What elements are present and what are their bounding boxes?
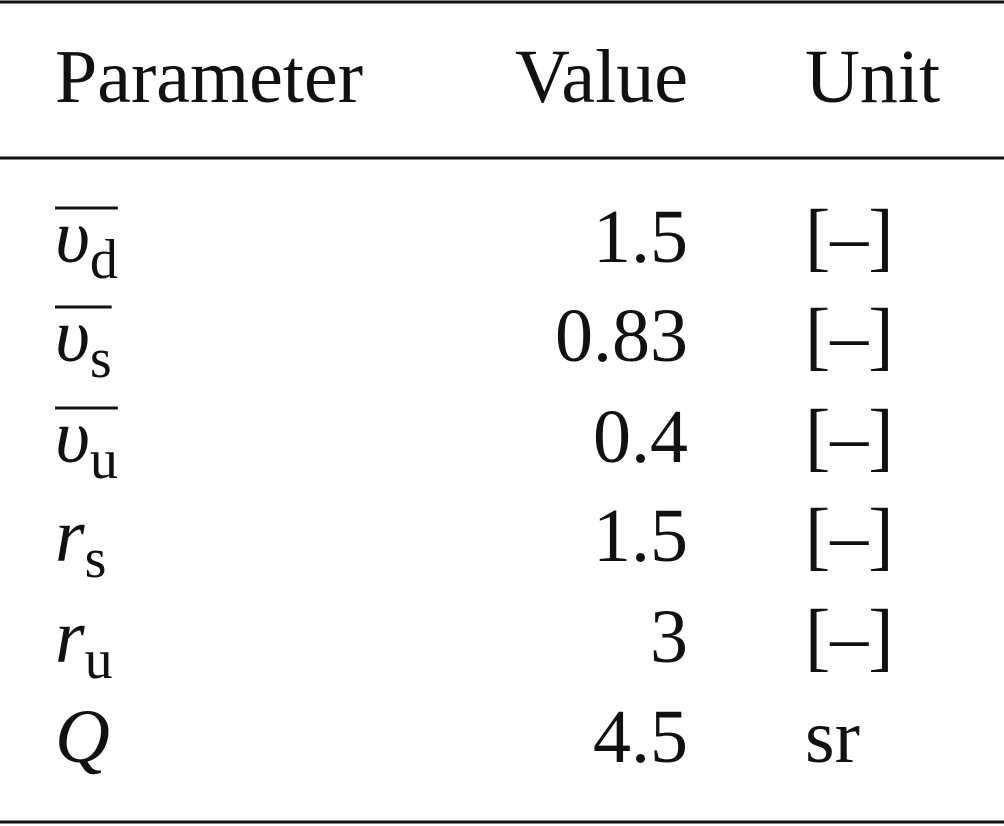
value: 0.83	[555, 294, 688, 378]
row: rs 1.5 [–]	[55, 494, 894, 590]
parameter: rs	[55, 494, 106, 590]
header-value: Value	[515, 35, 688, 119]
value: 3	[650, 595, 688, 679]
subscript: s	[85, 528, 107, 590]
parameter: ru	[55, 595, 113, 691]
row: Q 4.5 sr	[55, 695, 860, 779]
parameter: Q	[55, 695, 110, 779]
value: 1.5	[593, 494, 688, 578]
value: 0.4	[593, 395, 688, 479]
subscript: d	[90, 229, 118, 291]
subscript: u	[90, 429, 118, 491]
unit: sr	[805, 695, 860, 779]
unit: [–]	[805, 294, 894, 378]
symbol: r	[55, 595, 85, 679]
symbol: r	[55, 494, 85, 578]
value: 4.5	[593, 695, 688, 779]
row: υd 1.5 [–]	[55, 195, 894, 291]
header-parameter: Parameter	[55, 35, 363, 119]
row: υu 0.4 [–]	[55, 395, 894, 491]
subscript: u	[85, 629, 113, 691]
unit: [–]	[805, 494, 894, 578]
header-unit: Unit	[805, 35, 940, 119]
row: ru 3 [–]	[55, 595, 894, 691]
subscript: s	[90, 328, 112, 390]
row: υs 0.83 [–]	[55, 294, 894, 390]
unit: [–]	[805, 395, 894, 479]
symbol: Q	[55, 695, 110, 779]
value: 1.5	[593, 195, 688, 279]
unit: [–]	[805, 195, 894, 279]
unit: [–]	[805, 595, 894, 679]
